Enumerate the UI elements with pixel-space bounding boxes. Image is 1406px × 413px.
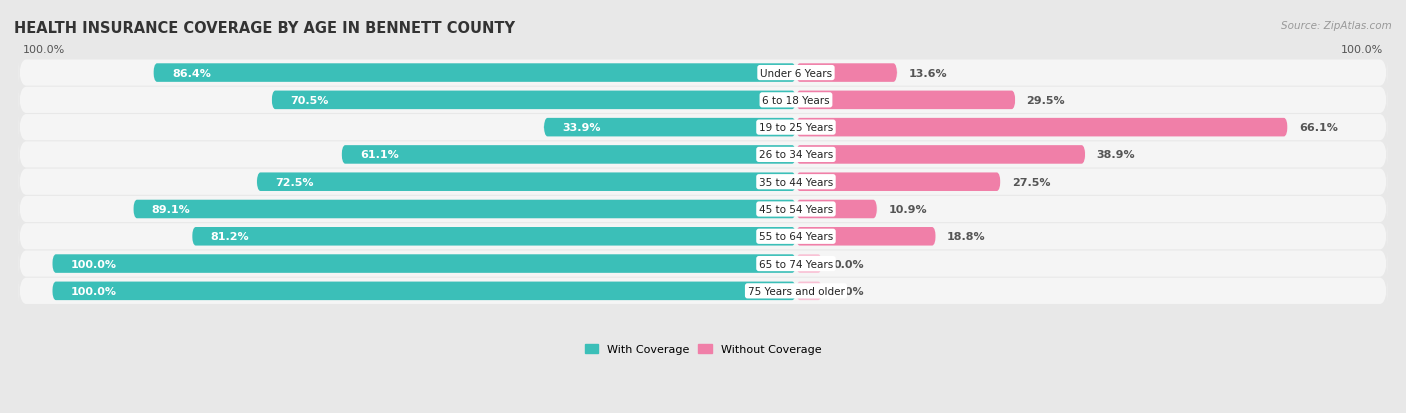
Text: 81.2%: 81.2% — [211, 232, 249, 242]
Text: Source: ZipAtlas.com: Source: ZipAtlas.com — [1281, 21, 1392, 31]
Text: 100.0%: 100.0% — [22, 45, 65, 55]
Text: 100.0%: 100.0% — [70, 286, 117, 296]
FancyBboxPatch shape — [796, 282, 823, 300]
Text: 72.5%: 72.5% — [276, 177, 314, 187]
Legend: With Coverage, Without Coverage: With Coverage, Without Coverage — [581, 340, 825, 359]
Text: 100.0%: 100.0% — [1341, 45, 1384, 55]
FancyBboxPatch shape — [18, 195, 1388, 224]
FancyBboxPatch shape — [796, 146, 1085, 164]
Text: 18.8%: 18.8% — [948, 232, 986, 242]
Text: 19 to 25 Years: 19 to 25 Years — [759, 123, 834, 133]
Text: 26 to 34 Years: 26 to 34 Years — [759, 150, 834, 160]
Text: HEALTH INSURANCE COVERAGE BY AGE IN BENNETT COUNTY: HEALTH INSURANCE COVERAGE BY AGE IN BENN… — [14, 21, 515, 36]
FancyBboxPatch shape — [18, 223, 1388, 251]
Text: 38.9%: 38.9% — [1097, 150, 1135, 160]
Text: 10.9%: 10.9% — [889, 204, 927, 214]
Text: 89.1%: 89.1% — [152, 204, 191, 214]
Text: 65 to 74 Years: 65 to 74 Years — [759, 259, 834, 269]
FancyBboxPatch shape — [52, 255, 796, 273]
Text: 35 to 44 Years: 35 to 44 Years — [759, 177, 834, 187]
FancyBboxPatch shape — [796, 91, 1015, 110]
Text: 29.5%: 29.5% — [1026, 96, 1066, 106]
FancyBboxPatch shape — [18, 59, 1388, 88]
FancyBboxPatch shape — [257, 173, 796, 192]
FancyBboxPatch shape — [18, 141, 1388, 169]
Text: 61.1%: 61.1% — [360, 150, 399, 160]
Text: 66.1%: 66.1% — [1299, 123, 1337, 133]
Text: 27.5%: 27.5% — [1012, 177, 1050, 187]
Text: 33.9%: 33.9% — [562, 123, 600, 133]
Text: 0.0%: 0.0% — [834, 286, 863, 296]
Text: 55 to 64 Years: 55 to 64 Years — [759, 232, 834, 242]
FancyBboxPatch shape — [796, 255, 823, 273]
Text: 0.0%: 0.0% — [834, 259, 863, 269]
Text: 70.5%: 70.5% — [290, 96, 329, 106]
FancyBboxPatch shape — [153, 64, 796, 83]
FancyBboxPatch shape — [796, 173, 1001, 192]
FancyBboxPatch shape — [271, 91, 796, 110]
Text: 45 to 54 Years: 45 to 54 Years — [759, 204, 834, 214]
FancyBboxPatch shape — [796, 228, 936, 246]
FancyBboxPatch shape — [18, 168, 1388, 197]
FancyBboxPatch shape — [544, 119, 796, 137]
FancyBboxPatch shape — [342, 146, 796, 164]
Text: Under 6 Years: Under 6 Years — [759, 69, 832, 78]
Text: 6 to 18 Years: 6 to 18 Years — [762, 96, 830, 106]
Text: 86.4%: 86.4% — [172, 69, 211, 78]
FancyBboxPatch shape — [796, 200, 877, 219]
Text: 100.0%: 100.0% — [70, 259, 117, 269]
FancyBboxPatch shape — [134, 200, 796, 219]
Text: 13.6%: 13.6% — [908, 69, 946, 78]
FancyBboxPatch shape — [52, 282, 796, 300]
FancyBboxPatch shape — [18, 114, 1388, 142]
FancyBboxPatch shape — [18, 86, 1388, 115]
FancyBboxPatch shape — [796, 119, 1288, 137]
FancyBboxPatch shape — [796, 64, 897, 83]
FancyBboxPatch shape — [18, 250, 1388, 278]
Text: 75 Years and older: 75 Years and older — [748, 286, 845, 296]
FancyBboxPatch shape — [193, 228, 796, 246]
FancyBboxPatch shape — [18, 277, 1388, 305]
